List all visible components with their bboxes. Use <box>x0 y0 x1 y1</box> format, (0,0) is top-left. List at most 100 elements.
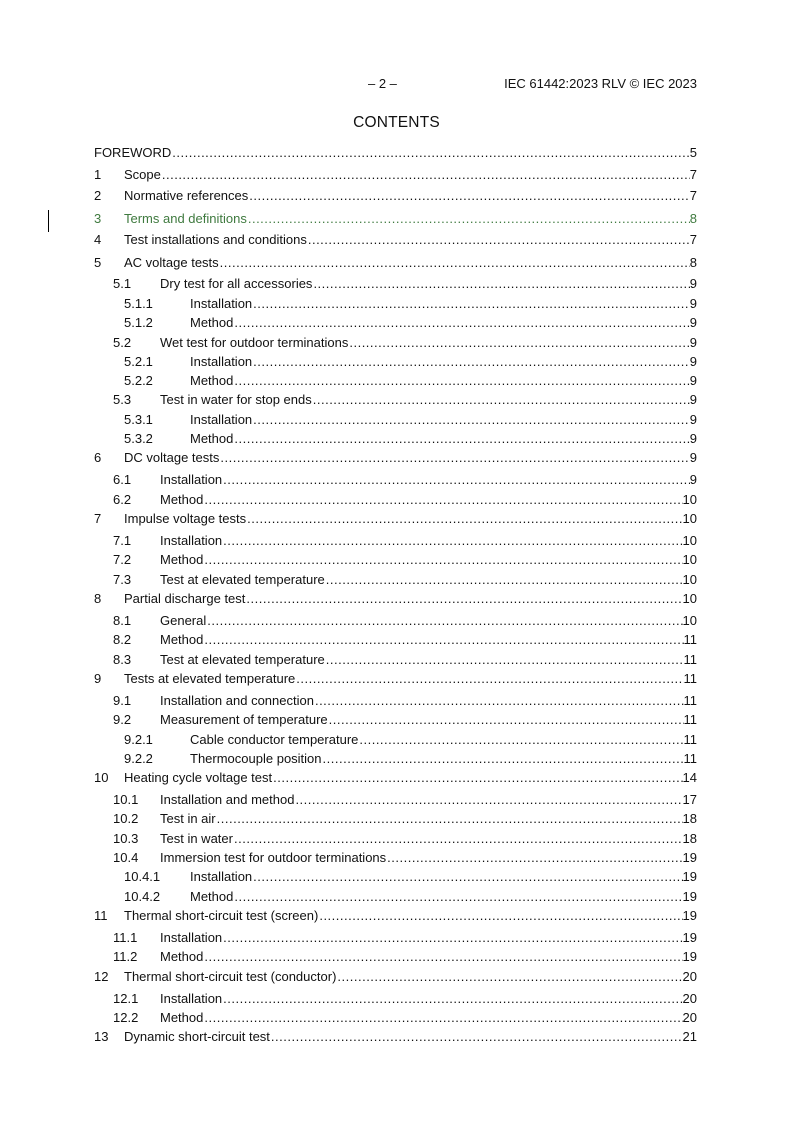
toc-entry[interactable]: 8.1 General 10 <box>94 613 697 629</box>
toc-entry-number: 3 <box>94 211 102 226</box>
dot-leader <box>220 255 690 271</box>
dot-leader <box>223 991 682 1007</box>
dot-leader <box>326 572 683 588</box>
toc-entry[interactable]: 6 DC voltage tests 9 <box>94 450 697 466</box>
toc-entry-title: Method <box>160 492 204 507</box>
toc-entry[interactable]: 5.2 Wet test for outdoor terminations 9 <box>94 335 697 351</box>
toc-entry[interactable]: 5.1 Dry test for all accessories 9 <box>94 276 697 292</box>
toc-entry[interactable]: 12.1 Installation 20 <box>94 991 697 1007</box>
toc-entry-number: 7.3 <box>113 572 132 587</box>
toc-entry-title: Scope <box>124 167 161 182</box>
toc-entry-title: Test in air <box>160 811 216 826</box>
toc-entry-title: Thermocouple position <box>190 751 322 766</box>
toc-entry-page: 10 <box>682 591 697 606</box>
toc-entry-title: Test in water <box>160 831 233 846</box>
toc-entry-title: Test in water for stop ends <box>160 392 312 407</box>
toc-entry-number: 2 <box>94 188 102 203</box>
toc-entry[interactable]: 13 Dynamic short-circuit test 21 <box>94 1029 697 1045</box>
toc-entry-page: 9 <box>689 431 697 446</box>
toc-entry[interactable]: 10.2 Test in air 18 <box>94 811 697 827</box>
page-title: CONTENTS <box>353 114 440 131</box>
toc-entry[interactable]: 8.3 Test at elevated temperature 11 <box>94 652 697 668</box>
toc-entry-page: 9 <box>689 276 697 291</box>
toc-entry[interactable]: 11.1 Installation 19 <box>94 930 697 946</box>
toc-entry[interactable]: 9.2.1 Cable conductor temperature 11 <box>94 732 697 748</box>
toc-entry-title: Normative references <box>124 188 249 203</box>
dot-leader <box>308 232 690 248</box>
toc-entry[interactable]: 9.2 Measurement of temperature 11 <box>94 712 697 728</box>
toc-entry-title: Measurement of temperature <box>160 712 328 727</box>
toc-entry[interactable]: 1 Scope 7 <box>94 167 697 183</box>
toc-entry[interactable]: 11.2 Method 19 <box>94 949 697 965</box>
toc-entry[interactable]: 7 Impulse voltage tests 10 <box>94 511 697 527</box>
toc-entry-page: 11 <box>683 732 698 747</box>
toc-entry[interactable]: 5.3.2 Method 9 <box>94 431 697 447</box>
toc-entry[interactable]: 12 Thermal short-circuit test (conductor)… <box>94 969 697 985</box>
toc-entry-number: 6 <box>94 450 102 465</box>
dot-leader <box>204 492 682 508</box>
toc-entry[interactable]: 5.2.2 Method 9 <box>94 373 697 389</box>
toc-entry-page: 10 <box>682 511 697 526</box>
toc-entry[interactable]: 2 Normative references 7 <box>94 188 697 204</box>
toc-entry-title: Wet test for outdoor terminations <box>160 335 349 350</box>
toc-entry-number: 5.1.1 <box>124 296 153 311</box>
toc-entry[interactable]: 5.2.1 Installation 9 <box>94 354 697 370</box>
toc-entry-number: 10.4 <box>113 850 139 865</box>
toc-entry-title: Installation <box>190 869 253 884</box>
toc-entry-number: 11.1 <box>113 930 138 945</box>
dot-leader <box>295 792 682 808</box>
toc-entry[interactable]: 8 Partial discharge test 10 <box>94 591 697 607</box>
toc-entry-title: Installation <box>160 930 223 945</box>
toc-entry[interactable]: 7.3 Test at elevated temperature 10 <box>94 572 697 588</box>
toc-entry[interactable]: 9.2.2 Thermocouple position 11 <box>94 751 697 767</box>
toc-entry[interactable]: 12.2 Method 20 <box>94 1010 697 1026</box>
toc-entry-page: 10 <box>682 533 697 548</box>
toc-entry-page: 11 <box>683 671 698 686</box>
dot-leader <box>253 412 690 428</box>
toc-entry[interactable]: 9.1 Installation and connection 11 <box>94 693 697 709</box>
toc-entry-number: 9 <box>94 671 102 686</box>
toc-entry-page: 9 <box>689 412 697 427</box>
toc-entry[interactable]: 5.1.2 Method 9 <box>94 315 697 331</box>
toc-entry[interactable]: 3 Terms and definitions 8 <box>94 211 697 227</box>
toc-entry-page: 19 <box>682 889 697 904</box>
toc-entry[interactable]: 11 Thermal short-circuit test (screen) 19 <box>94 908 697 924</box>
toc-entry-page: 8 <box>689 211 697 226</box>
toc-entry[interactable]: 5 AC voltage tests 8 <box>94 255 697 271</box>
dot-leader <box>234 831 683 847</box>
toc-entry[interactable]: 6.1 Installation 9 <box>94 472 697 488</box>
toc-entry[interactable]: 10.4.2 Method 19 <box>94 889 697 905</box>
toc-entry[interactable]: 10.4 Immersion test for outdoor terminati… <box>94 850 697 866</box>
toc-entry[interactable]: 9 Tests at elevated temperature 11 <box>94 671 697 687</box>
toc-entry[interactable]: 4 Test installations and conditions 7 <box>94 232 697 248</box>
toc-entry[interactable]: 10 Heating cycle voltage test 14 <box>94 770 697 786</box>
toc-entry-title: Installation and method <box>160 792 295 807</box>
toc-entry[interactable]: 10.1 Installation and method 17 <box>94 792 697 808</box>
toc-entry-page: 19 <box>682 850 697 865</box>
toc-entry[interactable]: 10.3 Test in water 18 <box>94 831 697 847</box>
toc-entry-page: 5 <box>689 145 697 160</box>
toc-entry-number: 5 <box>94 255 102 270</box>
toc-entry-number: 4 <box>94 232 102 247</box>
toc-entry[interactable]: 10.4.1 Installation 19 <box>94 869 697 885</box>
toc-entry-title: AC voltage tests <box>124 255 219 270</box>
toc-entry-page: 19 <box>682 908 697 923</box>
toc-entry-page: 11 <box>683 652 698 667</box>
dot-leader <box>234 315 689 331</box>
toc-entry[interactable]: 5.3 Test in water for stop ends 9 <box>94 392 697 408</box>
toc-entry[interactable]: 5.1.1 Installation 9 <box>94 296 697 312</box>
toc-entry[interactable]: 6.2 Method 10 <box>94 492 697 508</box>
dot-leader <box>247 511 682 527</box>
toc-entry-number: 9.1 <box>113 693 132 708</box>
toc-entry-page: 17 <box>682 792 697 807</box>
toc-entry-number: 12.1 <box>113 991 139 1006</box>
toc-entry[interactable]: 5.3.1 Installation 9 <box>94 412 697 428</box>
toc-entry-page: 9 <box>689 315 697 330</box>
toc-entry-page: 7 <box>689 188 697 203</box>
toc-entry[interactable]: 7.1 Installation 10 <box>94 533 697 549</box>
toc-entry[interactable]: 7.2 Method 10 <box>94 552 697 568</box>
toc-entry-title: Method <box>160 1010 204 1025</box>
toc-entry[interactable]: 8.2 Method 11 <box>94 632 697 648</box>
toc-entry[interactable]: FOREWORD 5 <box>94 145 697 161</box>
dot-leader <box>204 949 682 965</box>
